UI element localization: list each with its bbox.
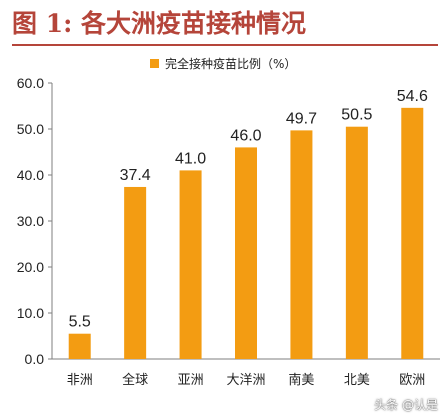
title-divider (12, 44, 438, 46)
y-tick-label: 60.0 (17, 75, 44, 91)
x-tick-label: 非洲 (67, 373, 93, 388)
y-tick-label: 10.0 (17, 305, 44, 321)
y-tick-label: 50.0 (17, 121, 44, 137)
x-tick-label: 北美 (344, 373, 370, 388)
y-tick-label: 30.0 (17, 213, 44, 229)
data-label: 5.5 (69, 314, 91, 331)
x-tick-label: 南美 (288, 372, 314, 388)
legend-label: 完全接种疫苗比例（%） (165, 56, 297, 71)
y-tick-label: 0.0 (25, 351, 45, 367)
bar (235, 147, 257, 359)
y-tick-label: 20.0 (17, 259, 44, 275)
bar (179, 170, 202, 359)
bar (345, 126, 368, 359)
data-label: 54.6 (397, 88, 428, 105)
x-tick-label: 全球 (122, 372, 148, 388)
bar (124, 186, 147, 359)
data-label: 46.0 (230, 127, 261, 144)
y-tick-label: 40.0 (17, 167, 44, 183)
chart-legend: 完全接种疫苗比例（%） (150, 55, 296, 71)
bar (401, 107, 424, 359)
page-title: 图 1: 各大洲疫苗接种情况 (12, 9, 307, 38)
x-tick-label: 欧洲 (399, 373, 425, 388)
bar (290, 130, 313, 359)
x-tick-label: 亚洲 (178, 373, 204, 388)
data-label: 37.4 (120, 167, 151, 184)
x-tick-label: 大洋洲 (226, 373, 265, 388)
data-label: 41.0 (175, 150, 206, 167)
data-label: 50.5 (341, 107, 372, 124)
bar (68, 333, 91, 359)
watermark-text: 头条 @认是 (374, 398, 438, 412)
data-label: 49.7 (286, 110, 317, 127)
legend-swatch (150, 58, 159, 68)
